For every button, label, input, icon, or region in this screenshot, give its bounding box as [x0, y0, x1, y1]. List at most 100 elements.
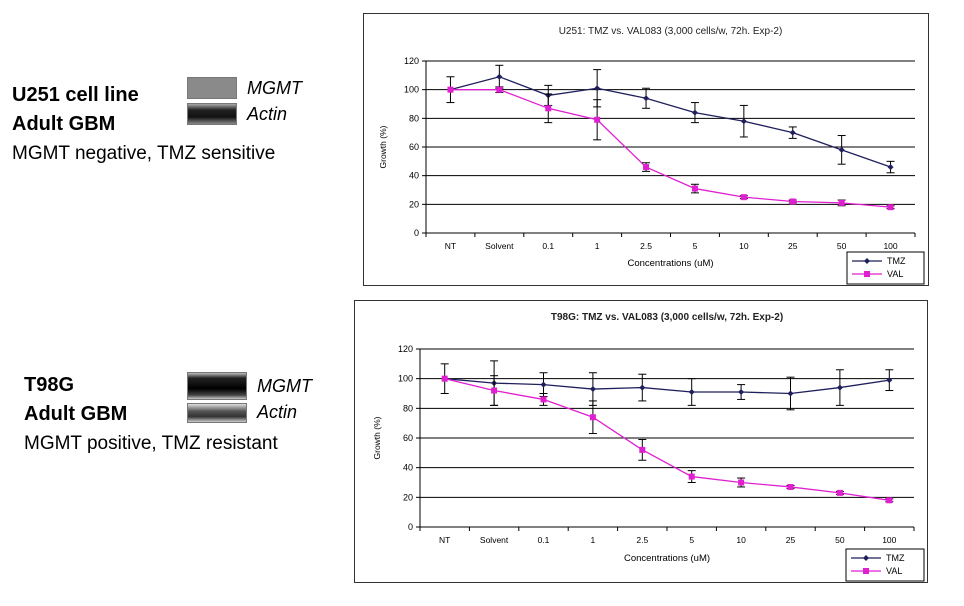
panel-2-status: MGMT positive, TMZ resistant: [24, 433, 278, 454]
legend-marker-val: [864, 271, 870, 277]
chart-t98g-svg: T98G: TMZ vs. VAL083 (3,000 cells/w, 72h…: [372, 312, 925, 582]
point-tmz: [639, 384, 646, 391]
chart-u251: U251: TMZ vs. VAL083 (3,000 cells/w, 72h…: [363, 13, 929, 286]
point-val: [447, 86, 454, 93]
panel-2-cell-line: T98G: [24, 374, 75, 396]
panel-2-blot-mgmt: MGMT: [187, 372, 312, 400]
panel-2-blot-actin: Actin: [187, 402, 297, 423]
point-val: [594, 116, 601, 123]
x-tick-label: 50: [835, 535, 845, 545]
x-tick-label: 50: [837, 241, 847, 251]
point-val: [886, 497, 893, 504]
legend-marker-tmz: [863, 555, 869, 561]
y-tick-label: 0: [408, 522, 413, 532]
legend-label-val: VAL: [886, 566, 902, 576]
panel-1-blot-actin: Actin: [187, 103, 287, 125]
point-val: [887, 204, 894, 211]
point-tmz: [740, 118, 747, 125]
panel-2-description: T98G Adult GBM MGMT positive, TMZ resist…: [24, 371, 278, 458]
blot-band-actin-image: [187, 402, 247, 423]
x-tick-label: 10: [736, 535, 746, 545]
legend-label-val: VAL: [887, 269, 903, 279]
x-tick-label: 100: [883, 241, 897, 251]
point-tmz: [887, 164, 894, 171]
blot-band-mgmt-image: [187, 77, 237, 99]
point-tmz: [540, 381, 547, 388]
series-line-tmz: [450, 76, 891, 168]
y-axis-label: Growth (%): [378, 125, 388, 168]
x-axis-label: Concentrations (uM): [624, 553, 710, 564]
legend-label-tmz: TMZ: [886, 553, 905, 563]
y-tick-label: 120: [398, 344, 413, 354]
point-val: [787, 483, 794, 490]
legend-box: [845, 548, 925, 582]
point-val: [491, 387, 498, 394]
legend-marker-tmz: [864, 258, 870, 264]
point-val: [691, 185, 698, 192]
x-tick-label: 10: [739, 241, 749, 251]
point-tmz: [589, 386, 596, 393]
x-axis-label: Concentrations (uM): [627, 258, 713, 269]
blot-band-actin-image: [187, 103, 237, 125]
panel-1-type: Adult GBM: [12, 113, 116, 135]
y-tick-label: 0: [414, 228, 419, 238]
panel-2-type: Adult GBM: [24, 403, 128, 425]
x-tick-label: 1: [591, 535, 596, 545]
x-tick-label: 0.1: [542, 241, 554, 251]
blot-label-mgmt: MGMT: [257, 375, 312, 396]
point-tmz: [496, 73, 503, 80]
y-tick-label: 120: [404, 56, 419, 66]
point-tmz: [643, 95, 650, 102]
blot-label-mgmt: MGMT: [247, 77, 302, 98]
series-line-val: [444, 378, 890, 501]
panel-1-description: U251 cell line Adult GBM MGMT negative, …: [12, 81, 275, 168]
point-val: [789, 198, 796, 205]
point-tmz: [836, 384, 843, 391]
y-tick-label: 100: [404, 85, 419, 95]
point-val: [838, 199, 845, 206]
chart-u251-svg: U251: TMZ vs. VAL083 (3,000 cells/w, 72h…: [378, 26, 925, 285]
series-line-val: [450, 89, 891, 208]
series-line-tmz: [444, 378, 890, 395]
chart-t98g: T98G: TMZ vs. VAL083 (3,000 cells/w, 72h…: [354, 300, 928, 583]
x-tick-label: 25: [788, 241, 798, 251]
point-tmz: [691, 109, 698, 116]
chart-title: T98G: TMZ vs. VAL083 (3,000 cells/w, 72h…: [551, 312, 783, 323]
x-tick-label: 0.1: [538, 535, 550, 545]
point-val: [545, 105, 552, 112]
blot-label-actin: Actin: [257, 402, 298, 422]
y-tick-label: 20: [409, 199, 419, 209]
y-tick-label: 40: [403, 463, 413, 473]
point-val: [688, 473, 695, 480]
y-tick-label: 60: [403, 433, 413, 443]
legend-box: [846, 251, 925, 285]
chart-title: U251: TMZ vs. VAL083 (3,000 cells/w, 72h…: [559, 26, 783, 37]
point-val: [540, 396, 547, 403]
point-val: [496, 86, 503, 93]
y-axis-label: Growth (%): [372, 416, 382, 459]
panel-1-cell-line: U251 cell line: [12, 84, 139, 106]
point-val: [441, 375, 448, 382]
blot-band-mgmt-image: [187, 372, 247, 400]
x-tick-label: 5: [693, 241, 698, 251]
y-tick-label: 80: [409, 113, 419, 123]
x-tick-label: NT: [439, 535, 450, 545]
point-val: [639, 446, 646, 453]
point-val: [738, 479, 745, 486]
y-tick-label: 80: [403, 403, 413, 413]
x-tick-label: 5: [689, 535, 694, 545]
x-tick-label: Solvent: [485, 241, 514, 251]
panel-1-status: MGMT negative, TMZ sensitive: [12, 143, 276, 164]
point-val: [643, 164, 650, 171]
point-val: [740, 194, 747, 201]
point-tmz: [789, 129, 796, 136]
point-val: [836, 489, 843, 496]
panel-1-blot-mgmt: MGMT: [187, 77, 302, 99]
y-tick-label: 40: [409, 171, 419, 181]
x-tick-label: NT: [445, 241, 456, 251]
y-tick-label: 100: [398, 374, 413, 384]
legend-label-tmz: TMZ: [887, 256, 906, 266]
y-tick-label: 20: [403, 492, 413, 502]
legend-marker-val: [863, 568, 869, 574]
x-tick-label: 1: [595, 241, 600, 251]
